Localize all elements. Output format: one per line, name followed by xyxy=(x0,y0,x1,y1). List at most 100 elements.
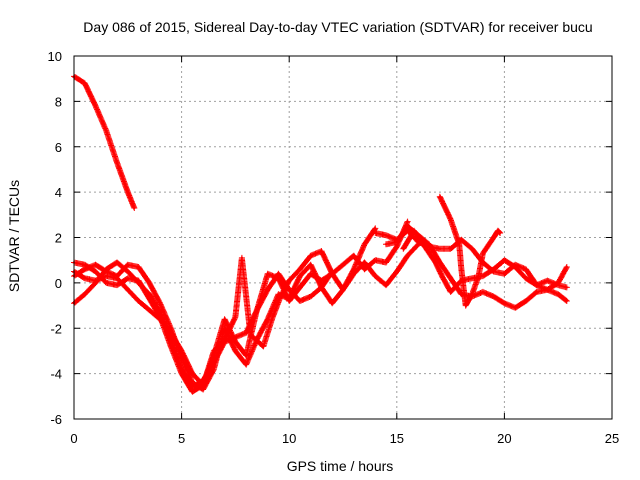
data-point xyxy=(481,290,485,294)
data-point xyxy=(384,234,388,237)
data-point xyxy=(234,340,237,344)
data-point xyxy=(270,318,274,321)
x-tick-label: 10 xyxy=(282,431,296,446)
data-point xyxy=(191,390,194,393)
data-point xyxy=(158,318,162,321)
data-point xyxy=(449,247,452,250)
data-point xyxy=(126,288,129,291)
data-point xyxy=(384,283,388,287)
data-point xyxy=(137,279,140,282)
data-point xyxy=(395,245,398,248)
data-point xyxy=(481,274,485,278)
data-point xyxy=(492,295,495,298)
data-point xyxy=(374,274,377,278)
data-point xyxy=(481,252,485,255)
data-point xyxy=(320,249,323,253)
data-point xyxy=(331,272,334,275)
data-point xyxy=(169,331,172,334)
data-point xyxy=(440,274,444,278)
data-point xyxy=(105,281,108,285)
data-point xyxy=(320,286,323,289)
y-tick-label: 10 xyxy=(48,49,62,64)
data-point xyxy=(503,272,506,275)
data-point xyxy=(94,104,97,108)
y-axis-label: SDTVAR / TECUs xyxy=(6,180,22,292)
data-point xyxy=(288,279,291,282)
data-point xyxy=(277,277,280,280)
x-tick-label: 25 xyxy=(605,431,619,446)
data-point xyxy=(266,288,269,291)
data-point xyxy=(298,274,302,278)
series-track-5 xyxy=(71,218,411,388)
data-point xyxy=(374,231,377,235)
x-axis-label: GPS time / hours xyxy=(287,458,394,474)
data-point xyxy=(266,272,269,275)
data-point xyxy=(115,161,119,164)
data-point xyxy=(234,349,237,353)
data-point xyxy=(427,243,431,246)
axis-ticks: 0 5 10 15 20 25 -6 -4 -2 0 2 4 6 8 10 xyxy=(48,49,620,446)
data-point xyxy=(524,277,528,280)
data-point xyxy=(83,277,87,280)
data-point xyxy=(115,261,119,264)
data-point xyxy=(384,243,388,246)
chart-title: Day 086 of 2015, Sidereal Day-to-day VTE… xyxy=(83,19,592,35)
data-point xyxy=(133,206,136,210)
data-point xyxy=(438,247,441,250)
data-point xyxy=(438,195,441,198)
grid-lines xyxy=(74,56,612,419)
data-point xyxy=(255,308,259,312)
data-point xyxy=(341,263,345,266)
x-tick-label: 5 xyxy=(178,431,185,446)
series-track-8 xyxy=(400,227,570,295)
data-point xyxy=(262,345,265,348)
data-point xyxy=(180,372,183,375)
data-point xyxy=(212,367,216,371)
data-point xyxy=(83,263,87,266)
data-point xyxy=(245,331,248,334)
y-tick-label: 8 xyxy=(55,94,62,109)
data-point xyxy=(449,290,452,294)
data-point xyxy=(565,299,568,303)
data-point xyxy=(470,293,474,296)
data-point xyxy=(535,290,538,294)
data-point xyxy=(83,268,87,271)
y-tick-label: 4 xyxy=(55,185,62,200)
data-point xyxy=(434,261,437,264)
data-point xyxy=(374,259,377,262)
data-point xyxy=(277,272,280,275)
data-point xyxy=(546,288,549,291)
data-point xyxy=(94,270,97,273)
data-point xyxy=(277,293,280,296)
data-point xyxy=(83,293,87,296)
data-point xyxy=(298,268,302,271)
data-point xyxy=(245,363,248,366)
data-point xyxy=(137,265,140,269)
data-point xyxy=(105,270,108,273)
data-point xyxy=(449,218,452,221)
data-point xyxy=(201,388,205,391)
series-markers xyxy=(71,73,138,211)
data-point xyxy=(384,261,388,264)
data-point xyxy=(406,254,409,257)
data-point xyxy=(266,318,269,321)
data-point xyxy=(503,259,506,262)
y-tick-label: -2 xyxy=(50,321,62,336)
data-point xyxy=(191,381,194,384)
data-point xyxy=(309,272,312,275)
y-tick-label: -6 xyxy=(50,412,62,427)
data-point xyxy=(498,231,502,235)
data-point xyxy=(341,288,345,291)
data-point xyxy=(477,274,480,278)
data-point xyxy=(460,268,463,271)
data-point xyxy=(535,283,538,287)
data-point xyxy=(352,272,355,275)
series-track-9 xyxy=(436,193,504,309)
data-point xyxy=(180,349,183,353)
data-point xyxy=(331,302,334,305)
data-point xyxy=(470,247,474,250)
data-point xyxy=(309,254,312,257)
data-point xyxy=(137,299,140,303)
data-point xyxy=(492,268,495,271)
